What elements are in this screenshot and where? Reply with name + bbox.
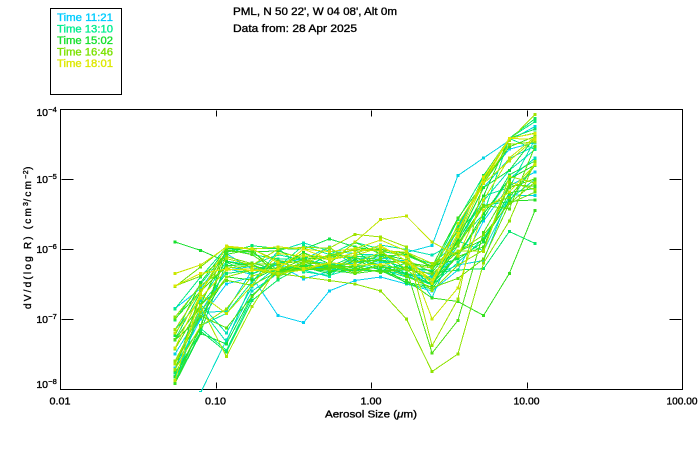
svg-text:10: 10 [36,314,48,326]
svg-text:−4: −4 [48,105,57,114]
svg-text:−6: −6 [48,242,57,251]
svg-text:Time 15:02: Time 15:02 [57,35,113,47]
svg-text:10: 10 [36,244,48,256]
svg-text:PML, N 50 22', W 04 08', Alt 0: PML, N 50 22', W 04 08', Alt 0m [233,6,397,18]
svg-text:−7: −7 [48,312,57,321]
svg-text:Time 13:10: Time 13:10 [57,24,113,36]
svg-text:Time 16:46: Time 16:46 [57,47,113,59]
svg-text:−5: −5 [48,172,57,181]
svg-text:10.00: 10.00 [514,396,540,408]
svg-text:10: 10 [36,379,48,391]
svg-text:Time 18:01: Time 18:01 [57,58,113,70]
svg-text:1.00: 1.00 [361,396,382,408]
svg-text:0.01: 0.01 [50,396,71,408]
svg-text:100.00: 100.00 [667,396,698,408]
svg-text:−8: −8 [48,377,57,386]
svg-text:Time 11:21: Time 11:21 [57,12,113,24]
svg-text:Aerosol Size (μm): Aerosol Size (μm) [325,409,417,421]
svg-text:10: 10 [36,174,48,186]
svg-text:0.10: 0.10 [205,396,226,408]
svg-text:10: 10 [36,107,48,119]
svg-text:dV/d(log R) (cm3/cm−2): dV/d(log R) (cm3/cm−2) [23,164,35,309]
svg-text:Data from: 28 Apr 2025: Data from: 28 Apr 2025 [233,23,357,35]
